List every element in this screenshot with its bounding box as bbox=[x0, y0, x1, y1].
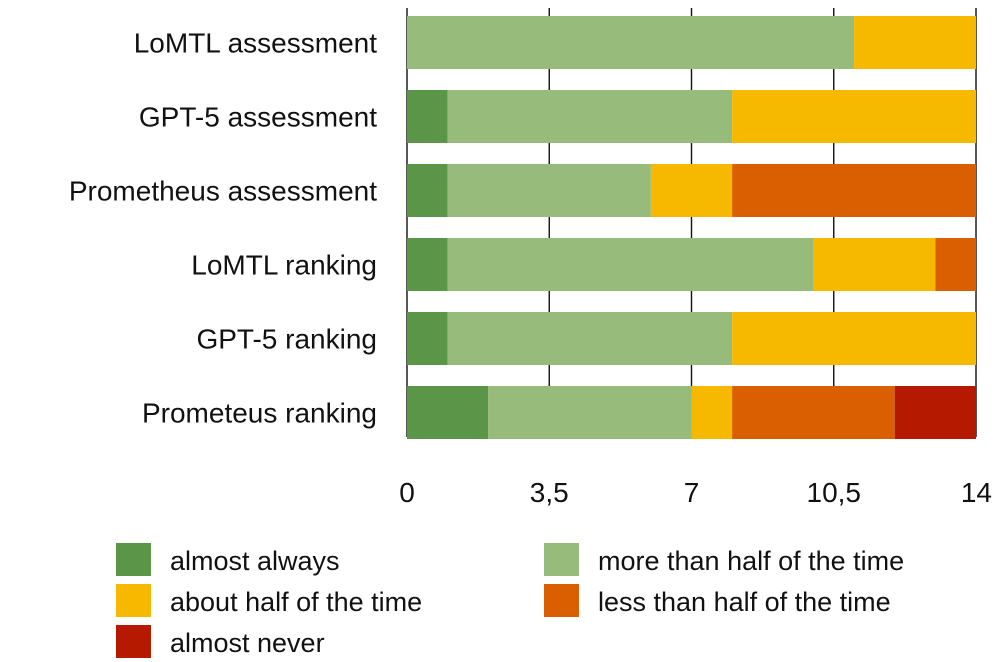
bar-segment bbox=[854, 16, 976, 69]
bar-segment bbox=[407, 238, 448, 291]
legend-swatch bbox=[544, 584, 579, 617]
category-label: LoMTL ranking bbox=[191, 250, 377, 281]
bar-segment bbox=[732, 164, 976, 217]
bar-segment bbox=[732, 90, 976, 143]
x-tick-label: 7 bbox=[684, 477, 700, 508]
legend-label: more than half of the time bbox=[598, 546, 904, 576]
x-tick-label: 3,5 bbox=[530, 477, 569, 508]
bar-segment bbox=[407, 386, 489, 439]
x-tick-label: 14 bbox=[961, 477, 992, 508]
legend-swatch bbox=[116, 625, 151, 658]
bar-segment bbox=[447, 238, 814, 291]
bar-segment bbox=[447, 90, 733, 143]
x-tick-labels: 0 3,5 7 10,5 14 bbox=[399, 477, 992, 508]
bar-segment bbox=[447, 164, 651, 217]
legend-label: almost never bbox=[170, 628, 325, 658]
bar-segment bbox=[935, 238, 976, 291]
bar-segment bbox=[407, 312, 448, 365]
x-tick-label: 0 bbox=[399, 477, 415, 508]
legend: almost always more than half of the time a… bbox=[116, 543, 904, 658]
legend-label: almost always bbox=[170, 546, 340, 576]
legend-swatch bbox=[116, 584, 151, 617]
bar-segment bbox=[407, 164, 448, 217]
bar-segment bbox=[691, 386, 733, 439]
bar-segment bbox=[447, 312, 733, 365]
bar-segment bbox=[488, 386, 692, 439]
x-tick-label: 10,5 bbox=[807, 477, 862, 508]
bar-segment bbox=[407, 90, 448, 143]
legend-label: less than half of the time bbox=[598, 587, 891, 617]
category-label: LoMTL assessment bbox=[134, 28, 377, 59]
category-label: GPT-5 ranking bbox=[196, 324, 377, 355]
bar-segment bbox=[813, 238, 936, 291]
category-label: GPT-5 assessment bbox=[139, 102, 377, 133]
legend-swatch bbox=[116, 543, 151, 576]
category-labels: LoMTL assessment GPT-5 assessment Promethe… bbox=[69, 28, 377, 429]
bar-segment bbox=[650, 164, 733, 217]
bar-segment bbox=[407, 16, 855, 69]
category-label: Prometeus ranking bbox=[142, 398, 377, 429]
legend-label: about half of the time bbox=[170, 587, 422, 617]
bar-segment bbox=[894, 386, 976, 439]
bar-segment bbox=[732, 312, 976, 365]
gridlines bbox=[406, 8, 977, 437]
bars bbox=[407, 16, 976, 439]
category-label: Prometheus assessment bbox=[69, 176, 377, 207]
bar-segment bbox=[732, 386, 895, 439]
legend-swatch bbox=[544, 543, 579, 576]
